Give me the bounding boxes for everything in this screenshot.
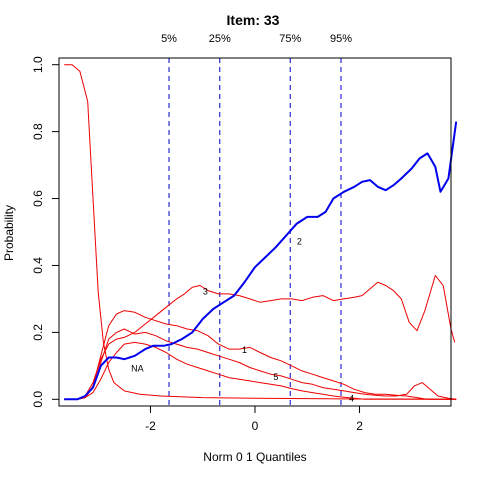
- curve-option-na: [64, 64, 457, 400]
- curve-label-2: 2: [297, 236, 302, 246]
- response-curves: 2 NA 3 1 5 4: [64, 64, 458, 404]
- curve-option-4: [64, 341, 457, 400]
- quantile-lines: 5% 25% 75% 95%: [161, 33, 352, 406]
- curve-label-4: 4: [349, 394, 354, 404]
- curve-label-1: 1: [242, 345, 247, 355]
- quantile-label: 5%: [161, 33, 177, 45]
- chart-title: Item: 33: [227, 12, 280, 28]
- y-tick-label: 0.4: [31, 257, 45, 274]
- curve-label-na: NA: [131, 364, 144, 374]
- y-tick-label: 0.0: [31, 391, 45, 408]
- y-tick-label: 0.2: [31, 324, 45, 341]
- quantile-label: 25%: [209, 33, 231, 45]
- x-tick-label: -2: [145, 419, 156, 433]
- curve-correct-option-2: [64, 121, 458, 401]
- curve-option-5: [64, 310, 457, 400]
- y-axis-label: Probability: [2, 205, 16, 261]
- curve-option-3: [64, 275, 456, 400]
- curve-label-3: 3: [203, 287, 208, 297]
- y-tick-label: 1.0: [31, 56, 45, 73]
- x-axis-label: Norm 0 1 Quantiles: [203, 450, 306, 464]
- y-tick-label: 0.6: [31, 190, 45, 207]
- curve-label-5: 5: [273, 372, 278, 382]
- x-tick-label: 0: [252, 419, 259, 433]
- quantile-label: 95%: [330, 33, 352, 45]
- plot-frame: [58, 57, 452, 407]
- x-tick-label: 2: [356, 419, 363, 433]
- y-tick-label: 0.8: [31, 123, 45, 140]
- quantile-label: 75%: [279, 33, 301, 45]
